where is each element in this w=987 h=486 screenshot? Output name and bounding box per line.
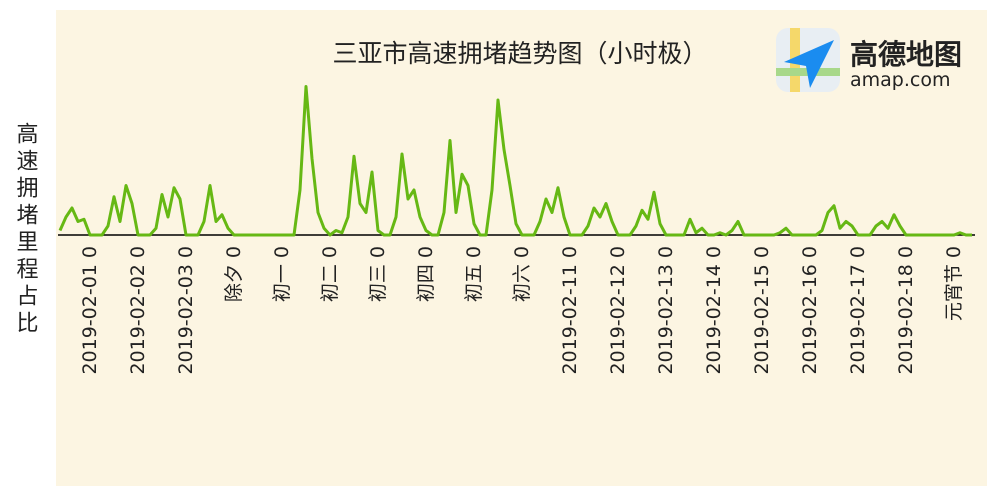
logo-url: amap.com	[850, 69, 950, 91]
line	[58, 85, 972, 237]
x-tick-label: 2019-02-02 0	[127, 246, 149, 375]
x-tick-label: 2019-02-17 0	[847, 246, 869, 375]
x-tick-label: 初三 0	[367, 246, 389, 302]
chart-title: 三亚市高速拥堵趋势图（小时极）	[332, 39, 707, 68]
x-tick-label: 初六 0	[511, 246, 533, 302]
y-axis-label: 高速拥堵里程占比	[13, 122, 39, 338]
x-tick-label: 2019-02-03 0	[175, 246, 197, 375]
logo-name: 高德地图	[850, 38, 962, 71]
x-tick-label: 2019-02-18 0	[895, 246, 917, 375]
x-tick-label: 2019-02-01 0	[79, 246, 101, 375]
x-tick-label: 除夕 0	[223, 246, 245, 302]
x-tick-label: 2019-02-11 0	[559, 246, 581, 375]
x-tick-label: 2019-02-16 0	[799, 246, 821, 375]
x-tick-label: 初二 0	[319, 246, 341, 302]
logo-arrow	[784, 40, 834, 88]
x-tick-label: 初五 0	[463, 246, 485, 302]
logo: 高德地图 amap.com	[776, 28, 962, 92]
x-tick-label: 初四 0	[415, 246, 437, 302]
x-tick-label: 元宵节 0	[943, 246, 965, 321]
x-tick-label: 初一 0	[271, 246, 293, 302]
x-tick-label: 2019-02-15 0	[751, 246, 773, 375]
x-tick-label: 2019-02-13 0	[655, 246, 677, 375]
x-tick-label: 2019-02-14 0	[703, 246, 725, 375]
x-tick-label: 2019-02-12 0	[607, 246, 629, 375]
